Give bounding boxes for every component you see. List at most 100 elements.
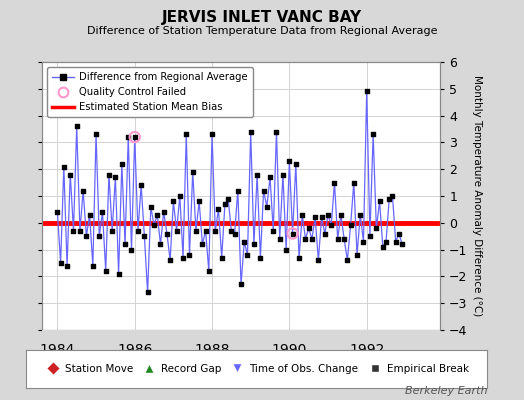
Point — [295, 254, 303, 261]
Point — [379, 244, 387, 250]
Point — [69, 228, 78, 234]
Point — [217, 254, 226, 261]
Point — [185, 252, 194, 258]
Point — [285, 158, 293, 164]
Point — [327, 222, 335, 229]
Point — [179, 254, 187, 261]
Point — [359, 238, 368, 245]
Point — [57, 260, 65, 266]
Point — [130, 134, 139, 140]
Point — [60, 163, 68, 170]
Point — [288, 230, 297, 237]
Point — [89, 262, 97, 269]
Text: JERVIS INLET VANC BAY: JERVIS INLET VANC BAY — [162, 10, 362, 25]
Point — [99, 209, 107, 215]
Point — [391, 238, 400, 245]
Point — [292, 161, 300, 167]
Point — [301, 236, 310, 242]
Point — [82, 233, 91, 239]
Point — [314, 257, 323, 264]
Point — [114, 270, 123, 277]
Point — [140, 233, 149, 239]
Point — [237, 281, 245, 288]
Point — [63, 262, 71, 269]
Point — [276, 236, 284, 242]
Point — [346, 222, 355, 229]
Point — [124, 134, 133, 140]
Point — [282, 246, 290, 253]
Point — [111, 174, 119, 180]
Point — [240, 238, 248, 245]
Point — [398, 241, 406, 248]
Point — [66, 171, 74, 178]
Point — [324, 212, 332, 218]
Point — [137, 182, 145, 188]
Point — [205, 268, 213, 274]
Point — [311, 214, 319, 221]
Point — [308, 236, 316, 242]
Point — [231, 230, 239, 237]
Point — [266, 174, 274, 180]
Point — [195, 198, 203, 204]
Point — [102, 268, 110, 274]
Point — [263, 204, 271, 210]
Point — [372, 225, 380, 231]
Point — [363, 88, 371, 95]
Point — [159, 209, 168, 215]
Point — [121, 241, 129, 248]
Point — [318, 214, 326, 221]
Text: Berkeley Earth: Berkeley Earth — [405, 386, 487, 396]
Point — [134, 228, 142, 234]
Point — [117, 161, 126, 167]
Point — [375, 198, 384, 204]
Point — [163, 230, 171, 237]
Point — [144, 289, 152, 296]
Point — [76, 228, 84, 234]
Point — [95, 233, 103, 239]
Point — [350, 179, 358, 186]
Point — [192, 228, 200, 234]
Point — [366, 233, 374, 239]
Point — [150, 222, 158, 229]
Point — [79, 188, 88, 194]
Point — [353, 252, 361, 258]
Text: Difference of Station Temperature Data from Regional Average: Difference of Station Temperature Data f… — [87, 26, 437, 36]
Point — [279, 171, 287, 178]
Point — [256, 254, 265, 261]
Point — [288, 230, 297, 237]
Point — [385, 196, 394, 202]
Point — [92, 131, 100, 138]
Point — [156, 241, 165, 248]
Legend: Station Move, Record Gap, Time of Obs. Change, Empirical Break: Station Move, Record Gap, Time of Obs. C… — [41, 360, 473, 378]
Point — [298, 212, 307, 218]
Point — [333, 236, 342, 242]
Point — [272, 128, 281, 135]
Y-axis label: Monthly Temperature Anomaly Difference (°C): Monthly Temperature Anomaly Difference (… — [472, 75, 482, 317]
Point — [395, 230, 403, 237]
Point — [321, 230, 329, 237]
Point — [356, 212, 365, 218]
Point — [221, 201, 229, 207]
Point — [253, 171, 261, 178]
Point — [72, 123, 81, 130]
Point — [198, 241, 206, 248]
Point — [166, 257, 174, 264]
Point — [246, 128, 255, 135]
Point — [108, 228, 116, 234]
Point — [85, 212, 94, 218]
Point — [182, 131, 190, 138]
Point — [211, 228, 220, 234]
Point — [250, 241, 258, 248]
Point — [259, 188, 268, 194]
Point — [304, 225, 313, 231]
Point — [382, 238, 390, 245]
Point — [243, 252, 252, 258]
Point — [269, 228, 277, 234]
Point — [224, 196, 232, 202]
Point — [53, 209, 62, 215]
Point — [130, 134, 139, 140]
Point — [153, 212, 161, 218]
Point — [105, 171, 113, 178]
Point — [127, 246, 136, 253]
Point — [189, 169, 197, 175]
